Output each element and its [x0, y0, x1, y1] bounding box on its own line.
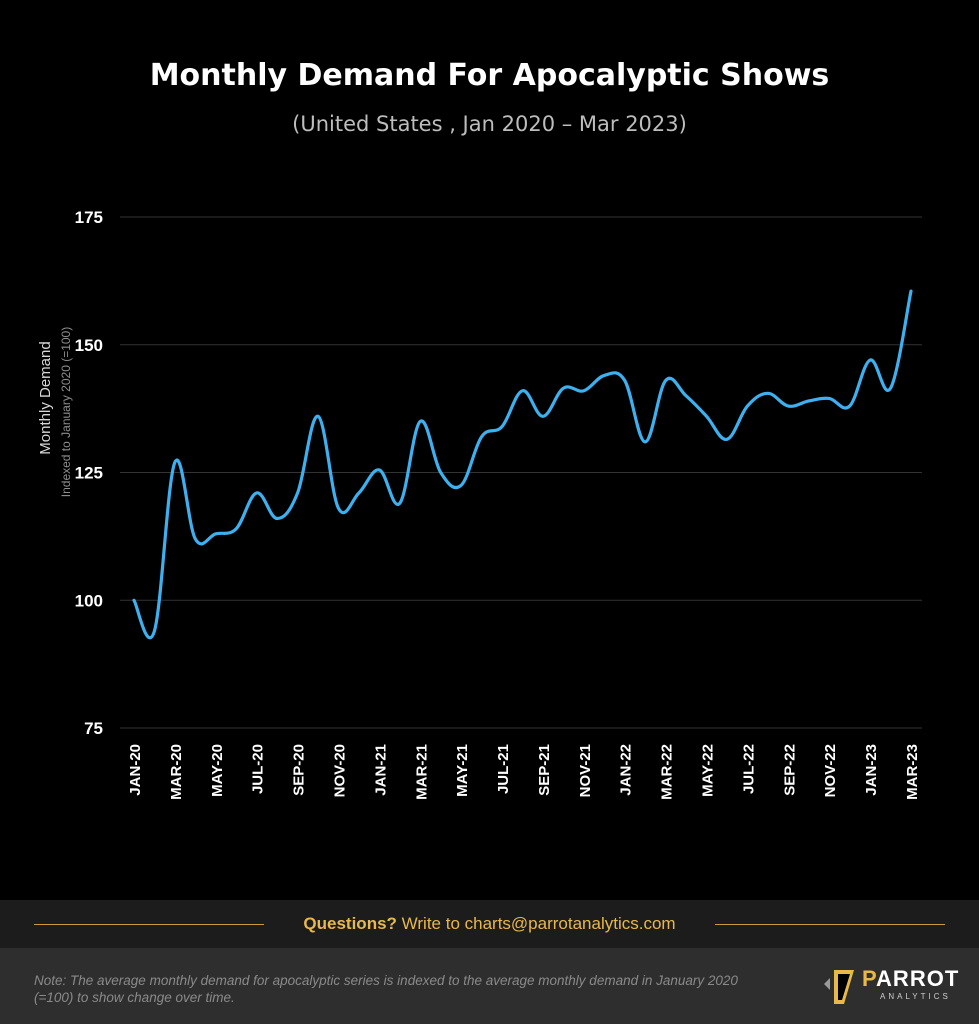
x-tick-label: SEP-20: [291, 744, 308, 796]
y-tick-labels: 75 100 125 150 175: [75, 208, 103, 738]
y-axis-sublabel: Indexed to January 2020 (=100): [59, 327, 73, 497]
y-tick-label: 125: [75, 464, 103, 483]
x-tick-label: MAY-21: [454, 744, 471, 797]
x-tick-label: NOV-22: [822, 744, 839, 797]
x-tick-label: MAY-22: [700, 744, 717, 797]
x-tick-label: MAY-20: [209, 744, 226, 797]
y-axis-label: Monthly Demand: [37, 341, 54, 454]
x-tick-label: JAN-21: [372, 744, 389, 796]
x-tick-label: SEP-21: [536, 744, 553, 796]
footer-email-link[interactable]: Write to charts@parrotanalytics.com: [401, 914, 676, 933]
x-tick-label: JUL-22: [740, 744, 757, 794]
x-tick-label: SEP-22: [781, 744, 798, 796]
brand-name-rest: ARROT: [876, 966, 960, 991]
brand-name: PARROT: [862, 966, 959, 992]
footer-divider-right: [715, 924, 945, 925]
note-band: Note: The average monthly demand for apo…: [0, 948, 979, 1024]
footer-divider-left: [34, 924, 264, 925]
footer-question: Questions?: [303, 914, 397, 933]
parrot-logo-icon: [824, 970, 854, 1004]
grid-lines: [120, 216, 922, 729]
series-line: [132, 289, 913, 640]
y-tick-label: 150: [75, 336, 103, 355]
x-tick-label: NOV-21: [577, 744, 594, 797]
x-tick-label: MAR-22: [659, 744, 676, 800]
x-tick-label: JAN-20: [127, 744, 144, 796]
footer-band: Questions? Write to charts@parrotanalyti…: [0, 900, 979, 948]
x-tick-label: JAN-22: [618, 744, 635, 796]
footnote: Note: The average monthly demand for apo…: [34, 973, 738, 1005]
line-chart: 75 100 125 150 175 Monthly Demand Indexed to…: [37, 208, 922, 800]
chart-subtitle: (United States , Jan 2020 – Mar 2023): [292, 112, 687, 136]
x-tick-label: NOV-20: [331, 744, 348, 797]
footer-contact: Questions? Write to charts@parrotanalyti…: [0, 914, 979, 934]
x-tick-label: JUL-21: [495, 744, 512, 794]
x-tick-label: JUL-20: [250, 744, 267, 794]
x-tick-label: MAR-21: [413, 744, 430, 800]
y-tick-label: 175: [75, 208, 103, 227]
brand-name-first-letter: P: [862, 966, 877, 991]
y-tick-label: 75: [84, 719, 103, 738]
x-tick-labels: JAN-20 MAR-20 MAY-20 JUL-20 SEP-20 NOV-20 JAN-…: [127, 744, 921, 800]
y-tick-label: 100: [75, 591, 103, 610]
brand-sub: ANALYTICS: [880, 992, 951, 1001]
chart-title: Monthly Demand For Apocalyptic Shows: [149, 58, 830, 93]
x-tick-label: JAN-23: [863, 744, 880, 796]
parrot-logo: PARROT ANALYTICS: [822, 964, 962, 1008]
x-tick-label: MAR-23: [904, 744, 921, 800]
x-tick-label: MAR-20: [168, 744, 185, 800]
